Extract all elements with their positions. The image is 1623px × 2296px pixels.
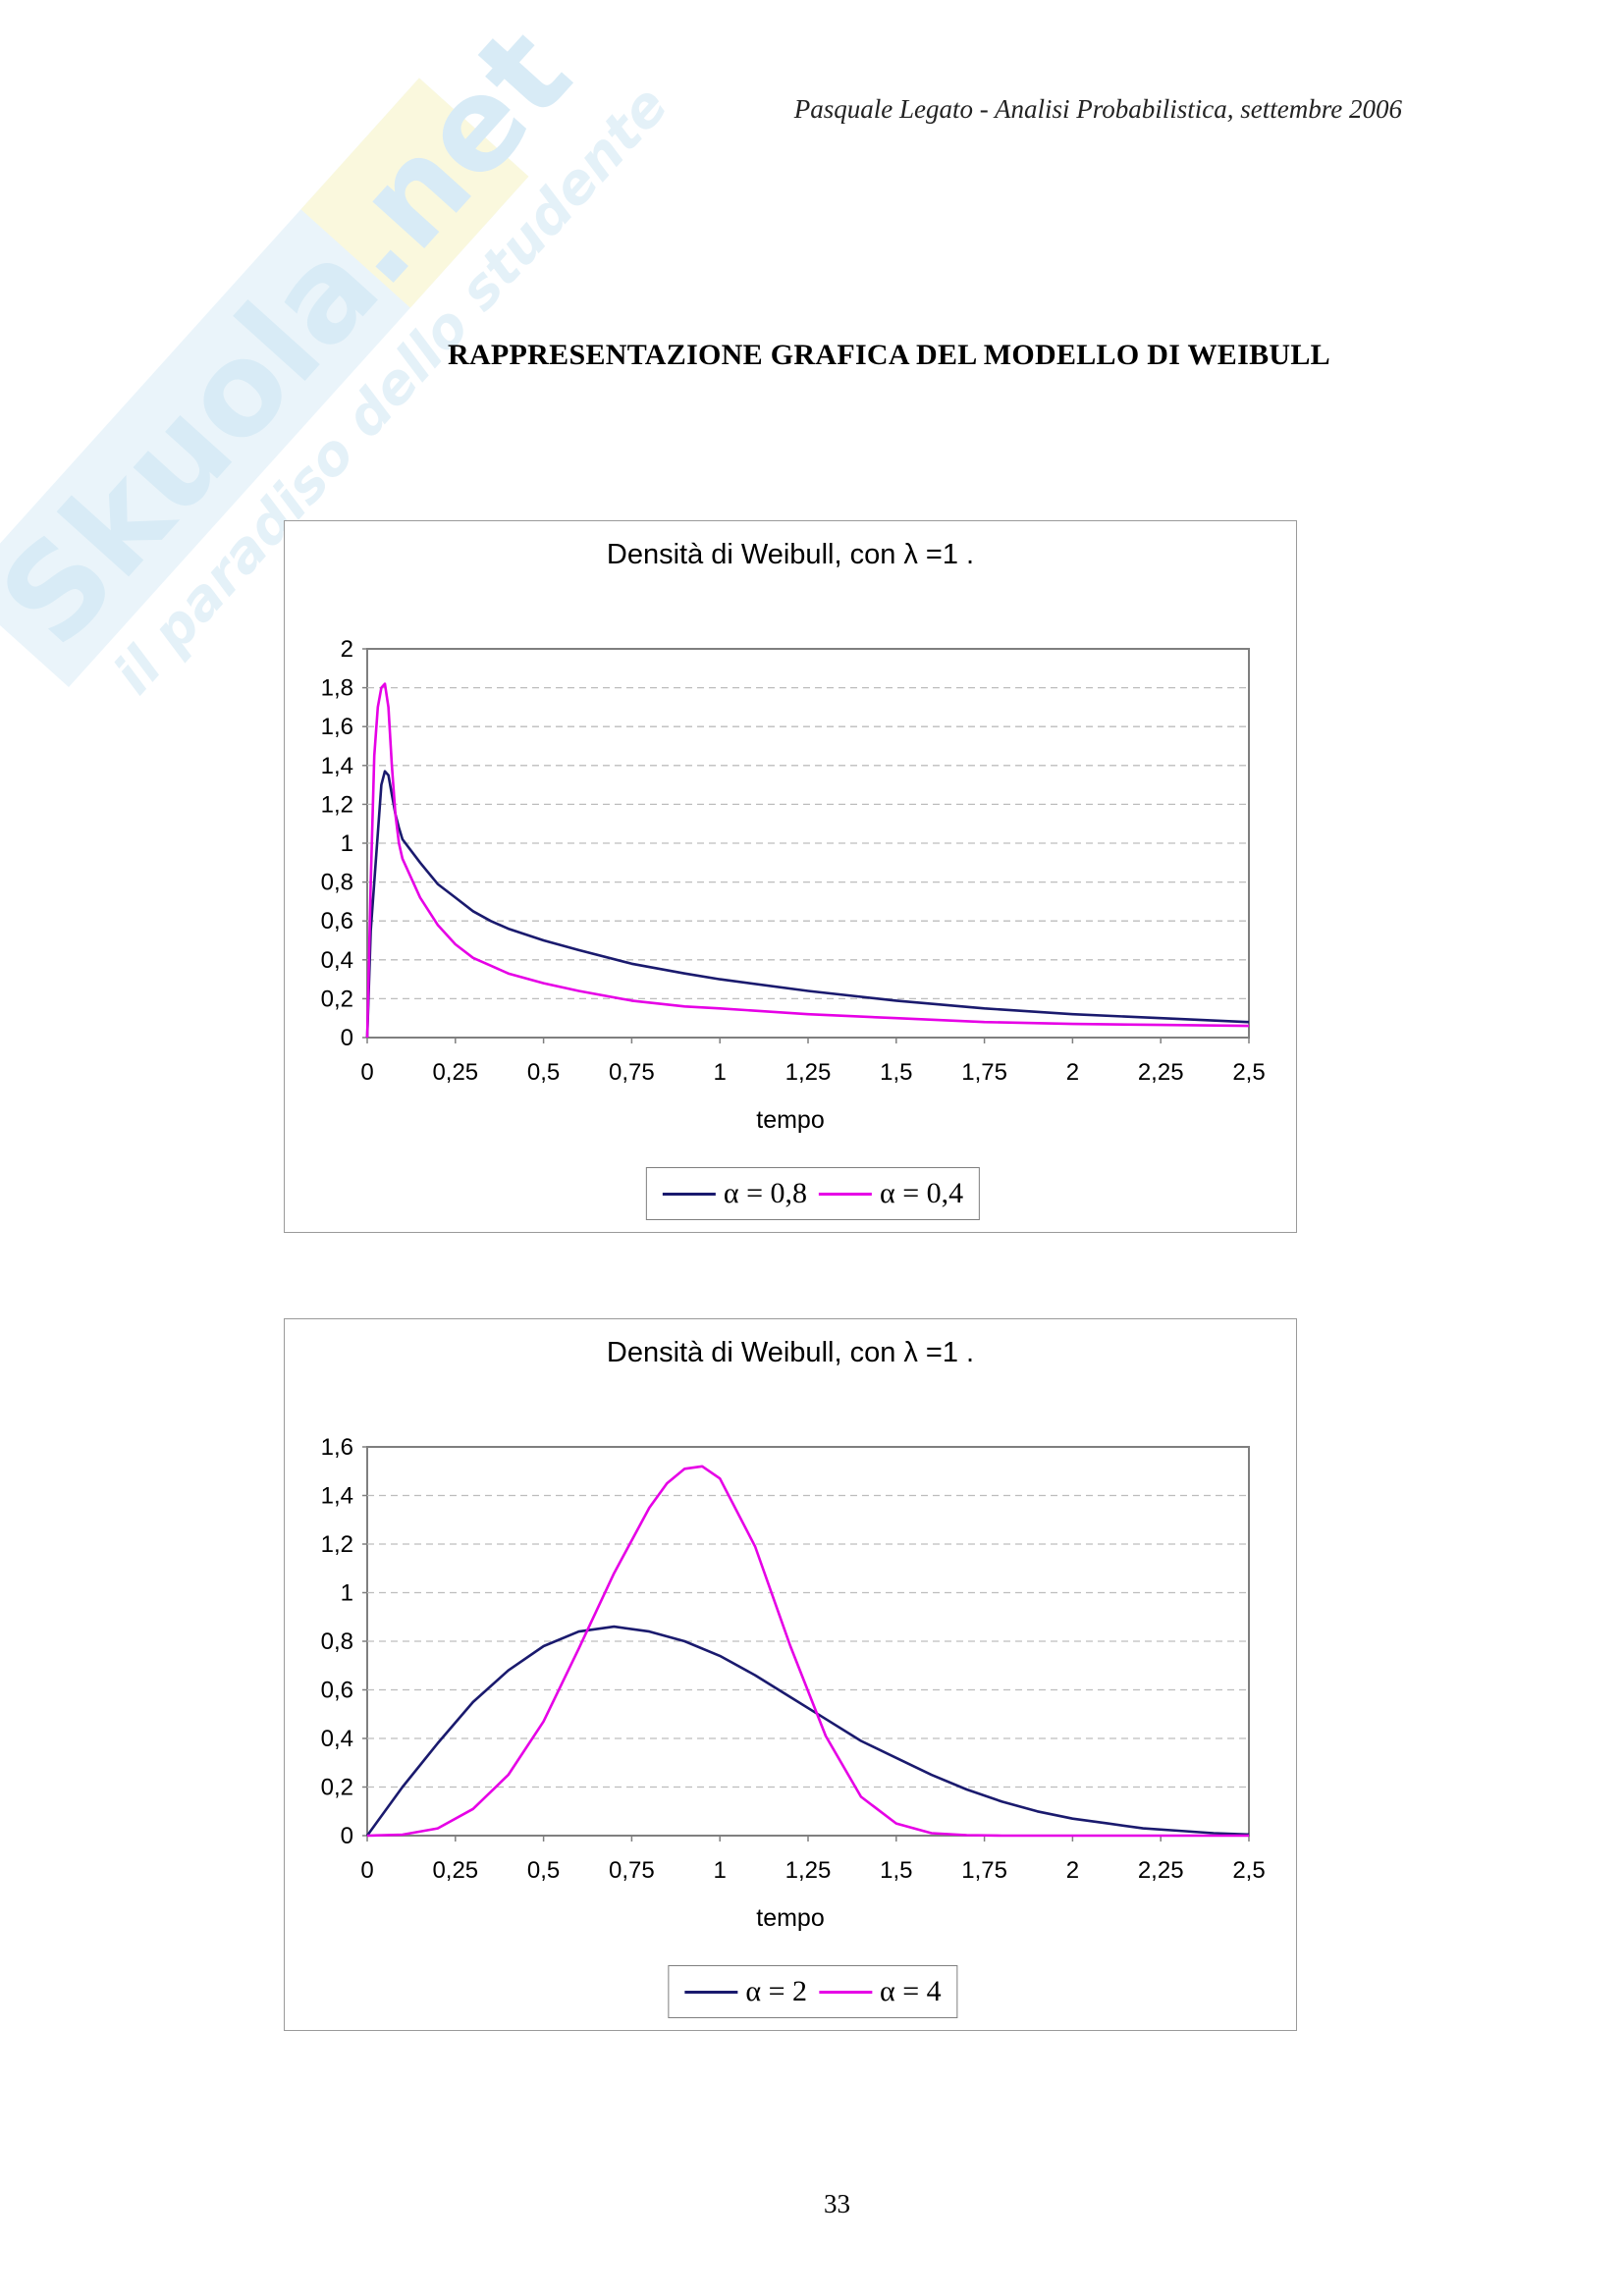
y-tick-label: 2	[341, 636, 353, 663]
series-line-2	[366, 1465, 1249, 1838]
y-tick-label: 1	[341, 1580, 353, 1607]
x-tick-label: 0	[360, 1857, 373, 1884]
legend-label: α = 4	[880, 1975, 942, 2007]
y-tick-label: 1,2	[321, 1531, 353, 1558]
chart-2-legend-item-2: α = 4	[819, 1975, 942, 2008]
chart-1-legend: α = 0,8 α = 0,4	[645, 1167, 981, 1220]
x-tick-label: 2,5	[1232, 1857, 1265, 1884]
y-tick-label: 1,2	[321, 791, 353, 818]
chart-weibull-1: 0 0,2 0,4 0,6 0,8 1 1,2 1,4 1,6 1,8 2 0 0,25 0,5 0,75 1…	[284, 520, 1297, 1233]
y-tick-label: 1,8	[321, 675, 353, 702]
watermark-band-accent	[300, 78, 529, 308]
y-tick-label: 1,6	[321, 714, 353, 740]
x-tick-label: 0,5	[527, 1857, 560, 1884]
y-tick-label: 1	[341, 830, 353, 857]
x-tick-label: 0	[360, 1059, 373, 1086]
x-tick-label: 2,25	[1138, 1059, 1184, 1086]
x-tick-label: 0,5	[527, 1059, 560, 1086]
page-header: Pasquale Legato - Analisi Probabilistica…	[793, 94, 1402, 124]
y-tick-label: 0	[341, 1823, 353, 1849]
chart-2-plot: 0 0,2 0,4 0,6 0,8 1 1,2 1,4 1,6 0 0,25 0,5 0,75 1 1,25…	[321, 1434, 1266, 1884]
y-tick-label: 0,2	[321, 986, 353, 1012]
chart-2-xlabel: tempo	[756, 1904, 825, 1932]
y-tick-label: 0,8	[321, 1629, 353, 1655]
chart-2-legend-item-1: α = 2	[684, 1975, 807, 2008]
x-tick-label: 1,25	[785, 1857, 832, 1884]
chart-1-plot: 0 0,2 0,4 0,6 0,8 1 1,2 1,4 1,6 1,8 2 0 0,25 0,5 0,75 1…	[321, 636, 1266, 1086]
legend-swatch	[819, 1192, 872, 1196]
series-line-1	[365, 1625, 1250, 1837]
x-tick-label: 1,75	[961, 1059, 1007, 1086]
chart-2-title: Densità di Weibull, con λ =1 .	[606, 1337, 975, 1368]
series-line-2	[365, 682, 1250, 1039]
y-tick-label: 0,6	[321, 1678, 353, 1704]
x-tick-label: 1,5	[880, 1059, 912, 1086]
y-tick-label: 0,6	[321, 908, 353, 934]
legend-swatch	[819, 1990, 872, 1994]
y-tick-label: 1,6	[321, 1434, 353, 1461]
series-line-1	[365, 770, 1250, 1039]
x-tick-label: 1,75	[961, 1857, 1007, 1884]
x-tick-label: 2,25	[1138, 1857, 1184, 1884]
x-tick-label: 2	[1066, 1857, 1079, 1884]
y-tick-label: 1,4	[321, 753, 353, 779]
legend-label: α = 0,4	[880, 1177, 964, 1209]
y-tick-label: 0,2	[321, 1775, 353, 1801]
y-tick-label: 0	[341, 1025, 353, 1051]
x-tick-label: 1	[714, 1857, 727, 1884]
x-tick-label: 2	[1066, 1059, 1079, 1086]
x-tick-label: 0,25	[432, 1059, 478, 1086]
chart-1-legend-item-1: α = 0,8	[662, 1177, 807, 1210]
chart-2-legend: α = 2 α = 4	[668, 1965, 958, 2018]
y-tick-label: 0,8	[321, 870, 353, 896]
legend-swatch	[662, 1192, 716, 1196]
page-heading: RAPPRESENTAZIONE GRAFICA DEL MODELLO DI …	[448, 339, 1330, 371]
x-tick-label: 0,75	[609, 1059, 655, 1086]
x-tick-label: 0,75	[609, 1857, 655, 1884]
legend-swatch	[684, 1990, 738, 1994]
chart-1-title: Densità di Weibull, con λ =1 .	[606, 539, 975, 570]
legend-label: α = 2	[745, 1975, 807, 2007]
y-tick-label: 0,4	[321, 947, 353, 974]
y-tick-label: 1,4	[321, 1483, 353, 1510]
page-number: 33	[824, 2189, 850, 2218]
x-tick-label: 1	[714, 1059, 727, 1086]
x-tick-label: 1,25	[785, 1059, 832, 1086]
chart-1-legend-item-2: α = 0,4	[819, 1177, 963, 1210]
x-tick-label: 2,5	[1232, 1059, 1265, 1086]
chart-weibull-2: 0 0,2 0,4 0,6 0,8 1 1,2 1,4 1,6 0 0,25 0,5 0,75 1 1,25…	[284, 1318, 1297, 2031]
x-tick-label: 1,5	[880, 1857, 912, 1884]
x-tick-label: 0,25	[432, 1857, 478, 1884]
legend-label: α = 0,8	[723, 1177, 807, 1209]
y-tick-label: 0,4	[321, 1726, 353, 1752]
chart-1-xlabel: tempo	[756, 1106, 825, 1134]
